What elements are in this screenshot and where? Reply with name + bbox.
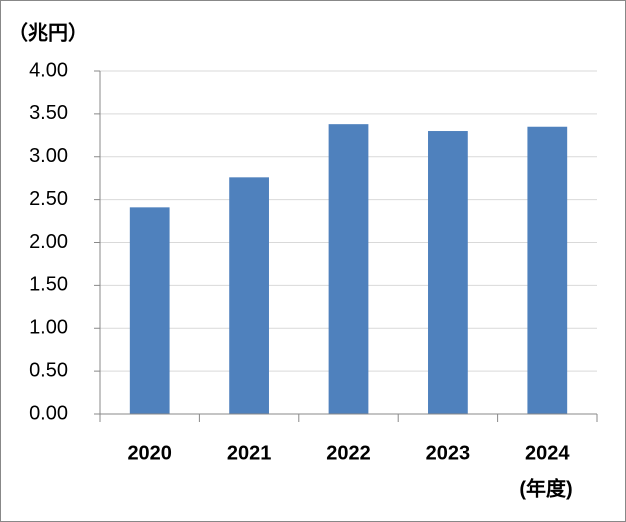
x-tick-label: 2023 — [426, 442, 471, 464]
y-axis-label: （兆円） — [8, 21, 88, 44]
bar — [527, 126, 568, 415]
bar — [328, 124, 369, 414]
x-tick-label: 2021 — [227, 442, 272, 464]
bar — [229, 177, 269, 414]
y-tick-label: 3.00 — [29, 145, 68, 167]
y-tick-label: 4.00 — [29, 59, 68, 81]
x-tick-label: 2022 — [326, 442, 371, 464]
y-tick-label: 2.50 — [29, 188, 68, 210]
bar — [428, 131, 468, 414]
x-axis-label: (年度) — [519, 476, 572, 500]
y-tick-label: 1.00 — [29, 317, 68, 339]
y-tick-label: 1.50 — [29, 274, 68, 296]
y-tick-label: 2.00 — [29, 231, 68, 253]
x-tick-label: 2020 — [127, 442, 172, 464]
bar — [129, 207, 170, 414]
y-tick-label: 0.00 — [29, 402, 68, 424]
x-tick-label: 2024 — [525, 442, 570, 464]
y-tick-label: 0.50 — [29, 359, 68, 381]
y-tick-label: 3.50 — [29, 102, 68, 124]
